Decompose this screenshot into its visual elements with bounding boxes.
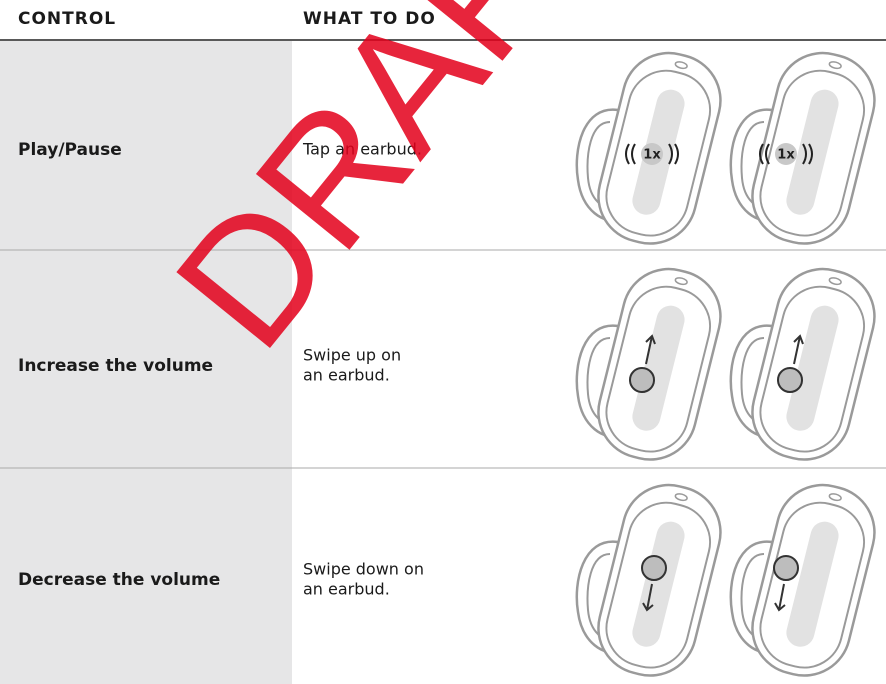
instruction: Swipe up on bbox=[303, 346, 401, 365]
control-label: Increase the volume bbox=[18, 356, 213, 376]
control-label: Decrease the volume bbox=[18, 570, 220, 590]
column-header: WHAT TO DO bbox=[303, 9, 436, 29]
tap-label: 1x bbox=[777, 148, 795, 163]
earbud-icons: 1x 1x bbox=[575, 42, 886, 684]
column-header: CONTROL bbox=[18, 9, 116, 29]
instruction: Tap an earbud. bbox=[302, 140, 422, 159]
control-label: Play/Pause bbox=[18, 140, 122, 160]
instruction: an earbud. bbox=[303, 366, 390, 385]
tap-label: 1x bbox=[643, 148, 661, 163]
control-column bbox=[0, 41, 292, 684]
instruction: an earbud. bbox=[303, 580, 390, 599]
instruction: Swipe down on bbox=[303, 560, 424, 579]
